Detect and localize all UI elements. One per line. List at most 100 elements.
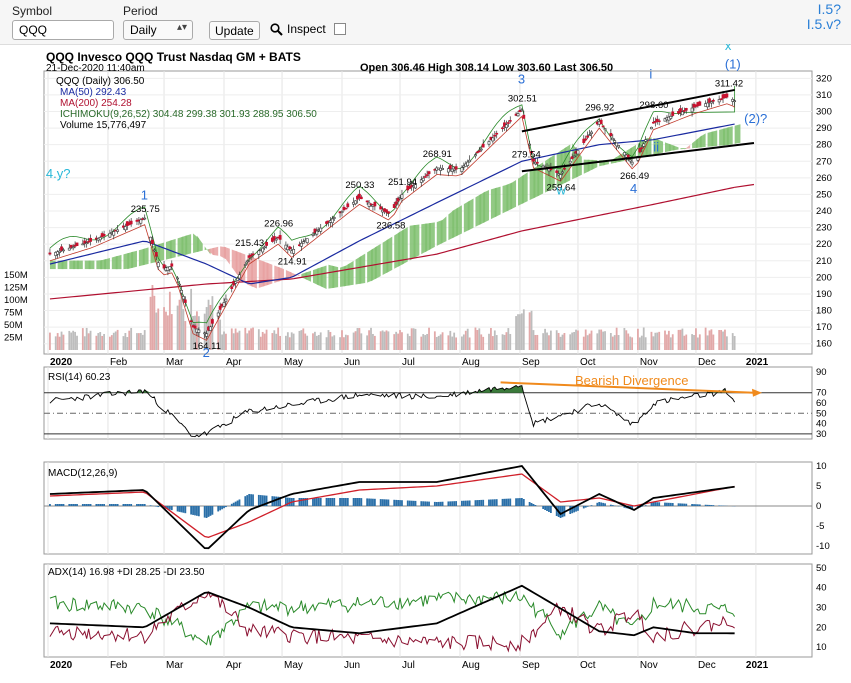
- candle: [423, 176, 427, 178]
- volume-bar: [87, 333, 90, 350]
- symbol-input[interactable]: [12, 20, 114, 40]
- macd-histogram-bar: [640, 506, 643, 507]
- macd-histogram-bar: [584, 506, 587, 508]
- candle: [504, 124, 508, 128]
- price-tick-label: 290: [816, 123, 832, 134]
- volume-tick-label: 150M: [4, 270, 28, 281]
- x-tick-label-bottom: Feb: [110, 660, 128, 671]
- candle: [354, 200, 357, 205]
- macd-tick-label: -5: [816, 521, 824, 532]
- macd-histogram-bar: [667, 502, 670, 506]
- macd-histogram-bar: [381, 499, 384, 506]
- price-label: 251.94: [388, 177, 417, 188]
- macd-histogram-bar: [298, 498, 301, 506]
- macd-histogram-bar: [399, 500, 401, 506]
- volume-bar: [356, 328, 359, 350]
- channel-lower-line: [521, 142, 755, 173]
- macd-histogram-bar: [155, 506, 158, 507]
- candle: [414, 183, 417, 189]
- update-button[interactable]: Update: [209, 21, 260, 40]
- macd-histogram-bar: [136, 504, 138, 506]
- volume-bar: [642, 327, 645, 350]
- candle: [733, 100, 737, 103]
- candle: [129, 220, 133, 225]
- candle: [603, 128, 607, 131]
- chart-ohlc: Open 306.46 High 308.14 Low 303.60 Last …: [360, 62, 613, 74]
- candle: [642, 143, 646, 147]
- x-tick-label-bottom: Oct: [580, 660, 596, 671]
- adx-plus-di-line: [49, 590, 736, 646]
- volume-bar: [604, 331, 606, 350]
- ma50-line: [49, 123, 735, 285]
- macd-histogram-bar: [182, 506, 185, 513]
- ichimoku-cloud: [61, 260, 68, 270]
- volume-bar: [722, 331, 724, 350]
- candle: [528, 143, 532, 146]
- volume-bar: [314, 331, 316, 350]
- volume-bar: [733, 336, 736, 350]
- macd-histogram-bar: [681, 503, 684, 506]
- candle: [474, 154, 477, 157]
- volume-bar: [638, 337, 641, 350]
- volume-bar: [122, 336, 125, 350]
- macd-histogram-bar: [658, 502, 661, 506]
- volume-bar: [99, 332, 102, 350]
- inspect-toggle[interactable]: Inspect: [270, 22, 346, 36]
- price-label: 215.43: [235, 238, 264, 249]
- volume-bar: [190, 288, 193, 350]
- macd-histogram-bar: [515, 498, 517, 506]
- price-label: 235.75: [131, 204, 160, 215]
- volume-bar: [563, 332, 566, 350]
- volume-bar: [62, 334, 65, 350]
- inspect-checkbox[interactable]: [333, 23, 346, 35]
- candle: [392, 204, 396, 208]
- candle: [460, 167, 464, 172]
- candle: [719, 98, 723, 101]
- candle: [501, 127, 504, 130]
- candle: [651, 121, 655, 124]
- ma200-extension: [734, 183, 755, 188]
- volume-bar: [205, 307, 208, 350]
- volume-bar: [480, 334, 483, 350]
- candle: [230, 286, 234, 289]
- candle: [682, 110, 686, 112]
- macd-histogram-bar: [252, 494, 254, 506]
- macd-histogram-bar: [468, 500, 471, 506]
- macd-histogram-bar: [596, 502, 599, 506]
- volume-bar: [246, 333, 249, 350]
- volume-bar: [420, 336, 423, 350]
- volume-bar: [453, 332, 456, 350]
- candle: [98, 237, 102, 241]
- volume-bar: [667, 330, 670, 350]
- macd-histogram-bar: [474, 500, 477, 506]
- macd-histogram-bar: [143, 504, 146, 506]
- x-tick-label-bottom: May: [284, 660, 303, 671]
- candle: [481, 143, 485, 148]
- volume-bar: [302, 328, 305, 350]
- macd-histogram-bar: [346, 498, 349, 506]
- bearish-divergence-label: Bearish Divergence: [575, 373, 688, 388]
- candle: [698, 101, 702, 106]
- candle: [218, 305, 222, 310]
- volume-bar: [590, 330, 593, 350]
- candle: [176, 277, 179, 280]
- legend-ma50: MA(50) 292.43: [60, 87, 127, 98]
- candle: [243, 264, 247, 266]
- macd-histogram-bar: [354, 498, 357, 506]
- volume-bar: [677, 329, 680, 350]
- volume-bar: [149, 296, 152, 350]
- volume-bar: [265, 329, 268, 350]
- candle: [655, 118, 659, 122]
- candle: [123, 226, 127, 231]
- macd-histogram-bar: [571, 506, 574, 514]
- adx-tick-label: 30: [816, 603, 827, 614]
- volume-bar: [577, 330, 579, 350]
- volume-bar: [530, 310, 533, 350]
- period-select[interactable]: Daily ▴▾: [123, 20, 193, 40]
- macd-histogram-bar: [319, 498, 322, 506]
- volume-bar: [548, 335, 550, 350]
- x-tick-label-bottom: Jun: [344, 660, 360, 671]
- candle: [346, 203, 350, 208]
- ichimoku-cloud: [699, 133, 706, 148]
- volume-bar: [143, 330, 146, 350]
